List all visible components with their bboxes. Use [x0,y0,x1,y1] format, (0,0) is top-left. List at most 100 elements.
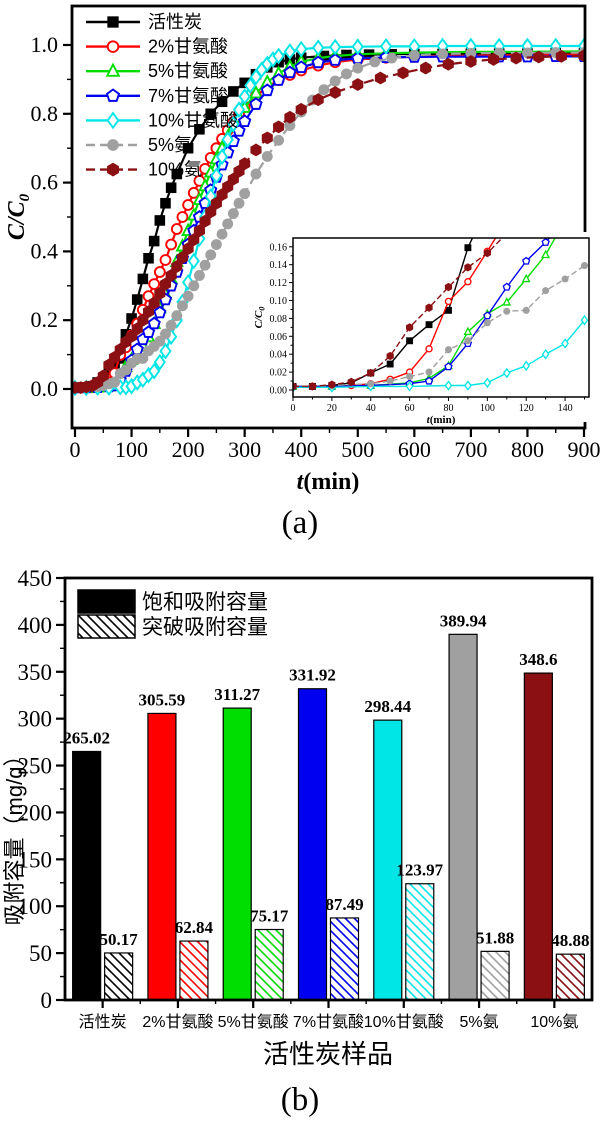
inset-y-tick-label: 0.00 [270,386,288,397]
triangle-marker [541,249,551,259]
pentagon-marker [294,60,308,74]
diamond-marker [522,360,531,372]
inset-x-tick-label: 80 [443,403,453,414]
hexagon-marker [148,296,160,310]
x-tick-label: 500 [341,437,374,462]
hexagon-marker [487,53,500,66]
y-tick-label: 100 [18,894,53,919]
hexagon-marker [397,66,409,80]
circle-marker [329,75,341,87]
saturation-bar-value: 298.44 [364,697,411,716]
diamond-marker [329,38,342,56]
circle-marker [193,270,205,281]
hexagon-marker [420,61,432,75]
saturation-bar-value: 348.6 [519,650,557,669]
diamond-marker [244,77,257,94]
triangle-marker [463,326,473,336]
circle-marker [137,352,149,364]
y-tick-label: 0.8 [31,101,59,126]
square-marker [464,244,472,252]
circle-marker [171,310,183,322]
hexagon-marker [425,303,433,312]
diamond-marker [561,338,569,349]
circle-marker [250,168,262,180]
category-label: 7%甘氨酸 [293,1013,364,1031]
breakthrough-bar [555,953,585,1001]
circle-marker [153,266,166,278]
x-tick-label: 900 [568,437,600,462]
diamond-marker [379,38,393,55]
hexagon-marker [308,382,317,391]
diamond-marker [227,115,240,133]
circle-marker [503,307,511,315]
diamond-marker [502,367,511,379]
square-marker [591,48,600,58]
hexagon-marker [555,49,567,63]
inset-x-tick-label: 140 [558,403,573,414]
hexagon-marker [590,50,600,62]
y-tick-label: 0.2 [31,307,59,332]
hexagon-marker [250,143,262,157]
diamond-marker [405,381,414,392]
pentagon-marker [105,88,121,102]
circle-marker [177,300,188,312]
circle-marker [408,49,420,61]
y-tick-label: 0 [41,988,53,1013]
breakthrough-bar [405,883,435,1001]
inset-y-tick-label: 0.12 [270,278,288,289]
inset-x-tick-label: 40 [366,403,376,414]
hexagon-marker [386,351,394,361]
square-marker [406,337,414,345]
diamond-marker [580,314,589,326]
y-axis-title: 吸附容量（mg/g） [2,745,27,926]
inset-series-line [293,238,504,388]
hexagon-marker [284,110,296,124]
diamond-marker [283,43,297,60]
plot-frame [70,4,587,430]
square-marker [425,321,433,329]
breakthrough-bar [480,950,510,1001]
x-tick-label: 600 [398,437,431,462]
series-group [72,37,600,397]
circle-marker [239,188,251,200]
circle-marker [165,319,177,331]
figure-panel-a: 0 100 200 300 400 500 600 700 800 900 0.0 0.2 0.4 0.6… [0,0,600,555]
square-marker [194,123,205,135]
circle-marker [444,297,453,306]
category-label: 2%甘氨酸 [142,1013,213,1031]
pentagon-marker [328,53,342,66]
pentagon-marker [153,305,167,319]
breakthrough-bar [254,928,284,1001]
pentagon-marker [249,97,263,110]
inset-y-tick-label: 0.10 [270,296,288,307]
legend-swatch-hatch [77,614,136,639]
legend-label: 7%甘氨酸 [148,86,228,106]
pentagon-marker [271,73,286,86]
y-tick-label: 50 [29,941,52,966]
circle-marker [590,50,600,60]
triangle-marker [105,62,121,77]
square-marker [216,96,228,108]
y-tick-label: 450 [18,566,53,591]
circle-marker [227,208,239,219]
circle-marker [222,218,234,230]
diamond-marker [221,131,234,148]
breakthrough-bar-value: 75.17 [250,907,289,926]
circle-marker [318,84,330,96]
square-marker [228,86,239,97]
x-axis-title: 活性炭样品 [263,1039,393,1069]
hexagon-marker [328,380,336,389]
breakthrough-bar-value: 51.88 [476,928,514,947]
legend-label: 突破吸附容量 [142,616,268,639]
pentagon-marker [502,282,511,291]
circle-marker [106,40,120,53]
circle-marker [437,48,449,60]
pentagon-marker [424,376,434,385]
inset-x-axis-title: t(min) [427,414,456,426]
circle-marker [425,345,433,353]
inset-x-tick-label: 60 [405,403,415,414]
diamond-marker [351,38,364,56]
diamond-marker [238,88,251,105]
hexagon-marker [107,162,119,177]
circle-marker [188,280,200,292]
